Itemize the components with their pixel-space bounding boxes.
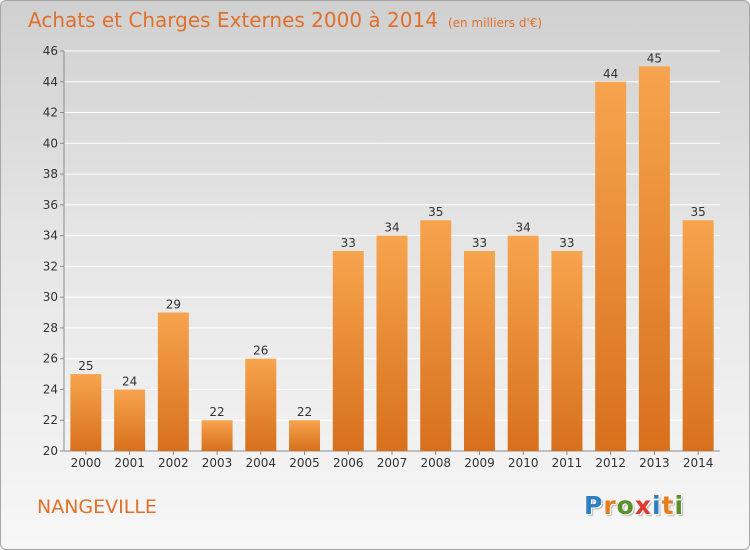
y-tick-label: 30 <box>43 290 58 304</box>
x-tick-label: 2001 <box>114 456 145 470</box>
bar-value-label: 33 <box>341 236 356 250</box>
y-tick-label: 46 <box>43 44 58 58</box>
y-tick-label: 38 <box>43 167 58 181</box>
bar-value-label: 26 <box>253 344 268 358</box>
bar-value-label: 35 <box>690 205 705 219</box>
x-tick-label: 2007 <box>377 456 408 470</box>
chart-unit: (en milliers d'€) <box>447 16 543 30</box>
logo-letter: x <box>634 491 652 520</box>
x-tick-label: 2011 <box>552 456 583 470</box>
bar <box>595 81 627 452</box>
place-name: NANGEVILLE <box>37 496 157 518</box>
bar-value-label: 44 <box>603 67 618 81</box>
bar-value-label: 34 <box>516 221 531 235</box>
y-tick-label: 28 <box>43 321 58 335</box>
bar <box>376 235 408 451</box>
bar <box>70 374 102 451</box>
bar <box>507 235 539 451</box>
chart-title-block: Achats et Charges Externes 2000 à 2014 (e… <box>28 8 542 32</box>
y-tick-label: 44 <box>43 75 58 89</box>
y-tick-label: 36 <box>43 198 58 212</box>
x-tick-label: 2008 <box>420 456 451 470</box>
bar <box>201 420 233 451</box>
logo-letter: t <box>661 491 675 520</box>
bar-value-label: 45 <box>647 51 662 65</box>
logo-letter: r <box>603 491 617 520</box>
bar-value-label: 34 <box>384 221 399 235</box>
y-tick-label: 32 <box>43 259 58 273</box>
bar-value-label: 25 <box>78 359 93 373</box>
bar-value-label: 24 <box>122 374 137 388</box>
bar <box>289 420 321 451</box>
x-tick-label: 2005 <box>289 456 320 470</box>
bar-value-label: 22 <box>297 405 312 419</box>
bar <box>463 251 495 451</box>
logo-letter: i <box>652 491 662 520</box>
bar <box>332 251 364 451</box>
bar <box>114 389 146 451</box>
bar <box>245 358 277 451</box>
bar-value-label: 29 <box>166 298 181 312</box>
bar <box>638 66 670 451</box>
y-tick-label: 26 <box>43 352 58 366</box>
y-tick-label: 40 <box>43 136 58 150</box>
x-tick-label: 2012 <box>595 456 626 470</box>
x-tick-label: 2003 <box>202 456 233 470</box>
bar-value-label: 22 <box>209 405 224 419</box>
bar <box>157 312 189 451</box>
y-tick-label: 24 <box>43 382 58 396</box>
bar-value-label: 33 <box>559 236 574 250</box>
y-tick-label: 20 <box>43 444 58 458</box>
chart-title: Achats et Charges Externes 2000 à 2014 <box>28 8 438 32</box>
y-tick-label: 22 <box>43 413 58 427</box>
x-tick-label: 2009 <box>464 456 495 470</box>
bar <box>420 220 452 451</box>
x-tick-label: 2010 <box>508 456 539 470</box>
y-tick-label: 34 <box>43 229 58 243</box>
x-tick-label: 2002 <box>158 456 189 470</box>
x-tick-label: 2004 <box>246 456 277 470</box>
bar-value-label: 33 <box>472 236 487 250</box>
logo-letter: P <box>584 491 604 520</box>
y-tick-label: 42 <box>43 106 58 120</box>
x-tick-label: 2000 <box>71 456 102 470</box>
bar <box>551 251 583 451</box>
bar-value-label: 35 <box>428 205 443 219</box>
logo-letter: i <box>674 491 685 520</box>
x-tick-label: 2013 <box>639 456 670 470</box>
x-tick-label: 2006 <box>333 456 364 470</box>
proxiti-logo: Proxiti <box>584 491 684 520</box>
logo-letter: o <box>616 491 635 520</box>
bar <box>682 220 714 451</box>
x-tick-label: 2014 <box>683 456 714 470</box>
